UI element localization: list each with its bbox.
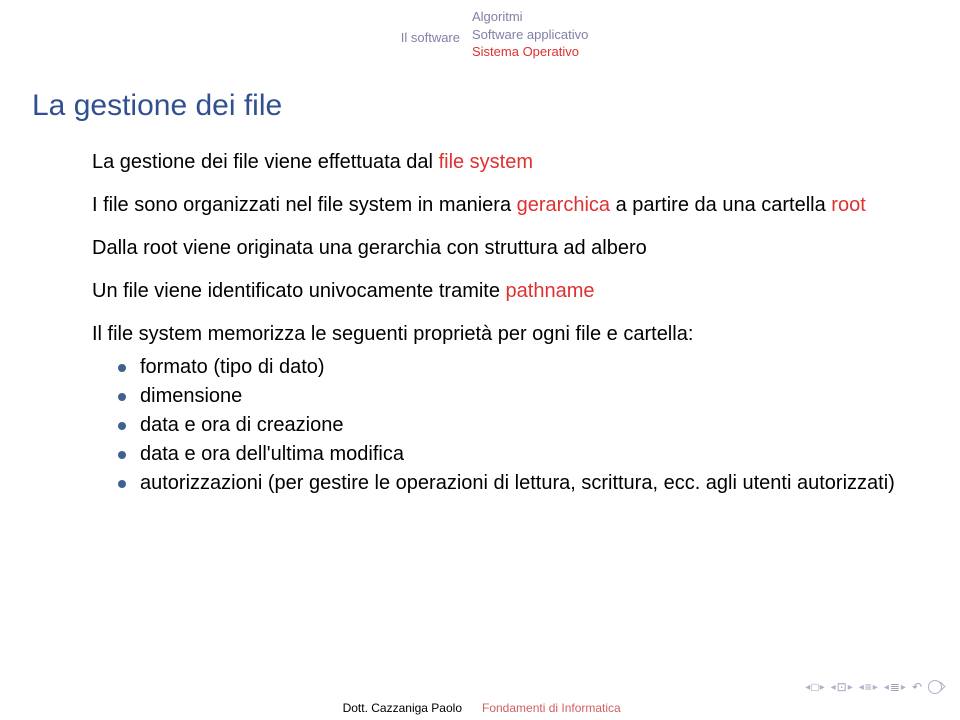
content: La gestione dei file viene effettuata da… <box>0 131 960 497</box>
subsection-link[interactable]: Software applicativo <box>472 26 588 44</box>
nav-back-icon[interactable]: ↶ <box>912 680 922 694</box>
header: Il software Algoritmi Software applicati… <box>0 0 960 61</box>
nav-next[interactable]: ◂≣▸ <box>884 680 906 694</box>
paragraph: Il file system memorizza le seguenti pro… <box>92 321 900 348</box>
footer: Dott. Cazzaniga Paolo Fondamenti di Info… <box>0 696 960 720</box>
accent-text: root <box>831 194 865 216</box>
nav-loop-icon[interactable] <box>928 680 942 694</box>
paragraph: I file sono organizzati nel file system … <box>92 192 900 219</box>
paragraph: La gestione dei file viene effettuata da… <box>92 149 900 176</box>
list-item: data e ora di creazione <box>118 412 900 439</box>
paragraph: Dalla root viene originata una gerarchia… <box>92 235 900 262</box>
nav-prev-section[interactable]: ◂⊡▸ <box>831 680 853 694</box>
footer-course: Fondamenti di Informatica <box>472 701 621 715</box>
subsection-link[interactable]: Algoritmi <box>472 8 588 26</box>
list-item: autorizzazioni (per gestire le operazion… <box>118 470 900 497</box>
subsection-link-active[interactable]: Sistema Operativo <box>472 43 588 61</box>
text: Un file viene identificato univocamente … <box>92 280 506 302</box>
section-link[interactable]: Il software <box>401 30 460 45</box>
accent-text: pathname <box>506 280 595 302</box>
list-item: data e ora dell'ultima modifica <box>118 441 900 468</box>
paragraph: Un file viene identificato univocamente … <box>92 278 900 305</box>
bullet-list: formato (tipo di dato) dimensione data e… <box>92 354 900 497</box>
list-item: formato (tipo di dato) <box>118 354 900 381</box>
text: a partire da una cartella <box>610 194 831 216</box>
header-section-label: Il software <box>0 8 472 45</box>
accent-text: file system <box>439 151 533 173</box>
nav-first[interactable]: ◂□▸ <box>805 680 824 694</box>
title-block: La gestione dei file <box>0 61 960 131</box>
footer-author: Dott. Cazzaniga Paolo <box>0 701 472 715</box>
slide-title: La gestione dei file <box>32 89 928 123</box>
list-item: dimensione <box>118 383 900 410</box>
accent-text: gerarchica <box>517 194 610 216</box>
nav-prev[interactable]: ◂≡▸ <box>859 680 878 694</box>
text: La gestione dei file viene effettuata da… <box>92 151 439 173</box>
text: I file sono organizzati nel file system … <box>92 194 517 216</box>
header-subsections: Algoritmi Software applicativo Sistema O… <box>472 8 588 61</box>
nav-controls: ◂□▸ ◂⊡▸ ◂≡▸ ◂≣▸ ↶ <box>805 680 942 694</box>
